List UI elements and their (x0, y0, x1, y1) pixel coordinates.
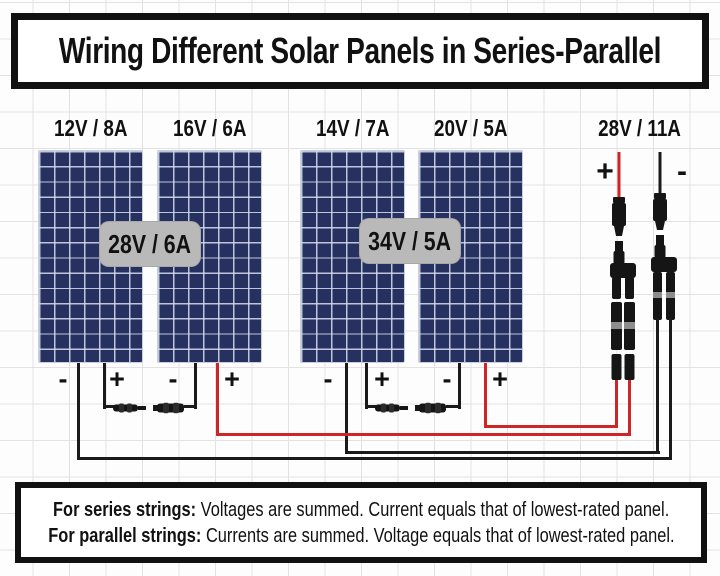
panel-4-rating-label: 20V / 5A (433, 114, 508, 141)
note-series: For series strings: Voltages are summed.… (0, 497, 720, 522)
panel-3-rating-label: 14V / 7A (315, 114, 390, 141)
panel-3-minus-label: - (323, 363, 333, 394)
series-string-1-combined-label: 28V / 6A (100, 222, 200, 266)
mc4-series-connector-pair-2-icon (375, 402, 446, 414)
wire-p1-plus-down (103, 363, 106, 409)
mc4-series-connector-pair-1-icon (113, 402, 184, 414)
panel-2-plus-label: + (224, 363, 240, 394)
wire-p3-plus-down (365, 363, 368, 409)
wire-p2-plus-down (216, 363, 219, 436)
panel-3-plus-label: + (374, 363, 390, 394)
panel-4-plus-label: + (492, 363, 508, 394)
title-box: Wiring Different Solar Panels in Series-… (11, 13, 709, 89)
page-title: Wiring Different Solar Panels in Series-… (58, 30, 662, 71)
wire-p4-minus-down (458, 363, 461, 409)
wire-p1-minus-horizontal (77, 457, 672, 460)
wire-p2-plus-horizontal (216, 433, 631, 436)
solar-panel-4 (418, 150, 523, 363)
series-string-2-combined-label: 34V / 5A (360, 219, 460, 263)
output-minus-label: - (677, 155, 687, 188)
wire-p4-plus-down (484, 363, 487, 428)
panel-2-rating-label: 16V / 6A (172, 114, 247, 141)
negative-branch-connector-icon (651, 152, 677, 320)
note-parallel-text: Currents are summed. Voltage equals that… (200, 524, 675, 547)
panel-2-minus-label: - (168, 363, 178, 394)
wire-p2-plus-up (628, 396, 631, 436)
wire-p1-minus-down (77, 363, 80, 460)
panel-4-minus-label: - (442, 363, 452, 394)
note-series-lead: For series strings: (52, 498, 196, 521)
wire-p2-minus-down (194, 363, 197, 409)
wire-p4-plus-up (615, 396, 618, 428)
info-box: For series strings: Voltages are summed.… (15, 482, 707, 563)
panel-1-plus-label: + (109, 363, 125, 394)
wire-output-minus-outer (669, 318, 672, 460)
wire-p3-plus-stub (365, 405, 377, 408)
panel-1-minus-label: - (58, 363, 68, 394)
wire-p4-plus-horizontal (484, 425, 618, 428)
positive-branch-connector-icon (610, 152, 636, 398)
array-output-rating-label: 28V / 11A (598, 114, 682, 141)
wire-p2-minus-stub (184, 405, 196, 408)
wire-p3-minus-down (345, 363, 348, 454)
wire-p4-minus-stub (446, 405, 460, 408)
note-parallel: For parallel strings: Currents are summe… (0, 523, 720, 548)
output-plus-label: + (596, 155, 614, 188)
note-parallel-lead: For parallel strings: (47, 524, 201, 547)
note-series-text: Voltages are summed. Current equals that… (195, 498, 670, 521)
wire-output-minus-inner (656, 318, 659, 454)
panel-1-rating-label: 12V / 8A (53, 114, 128, 141)
wire-p3-minus-horizontal (345, 451, 660, 454)
solar-panel-2 (157, 150, 262, 363)
wire-p1-plus-stub (103, 405, 115, 408)
